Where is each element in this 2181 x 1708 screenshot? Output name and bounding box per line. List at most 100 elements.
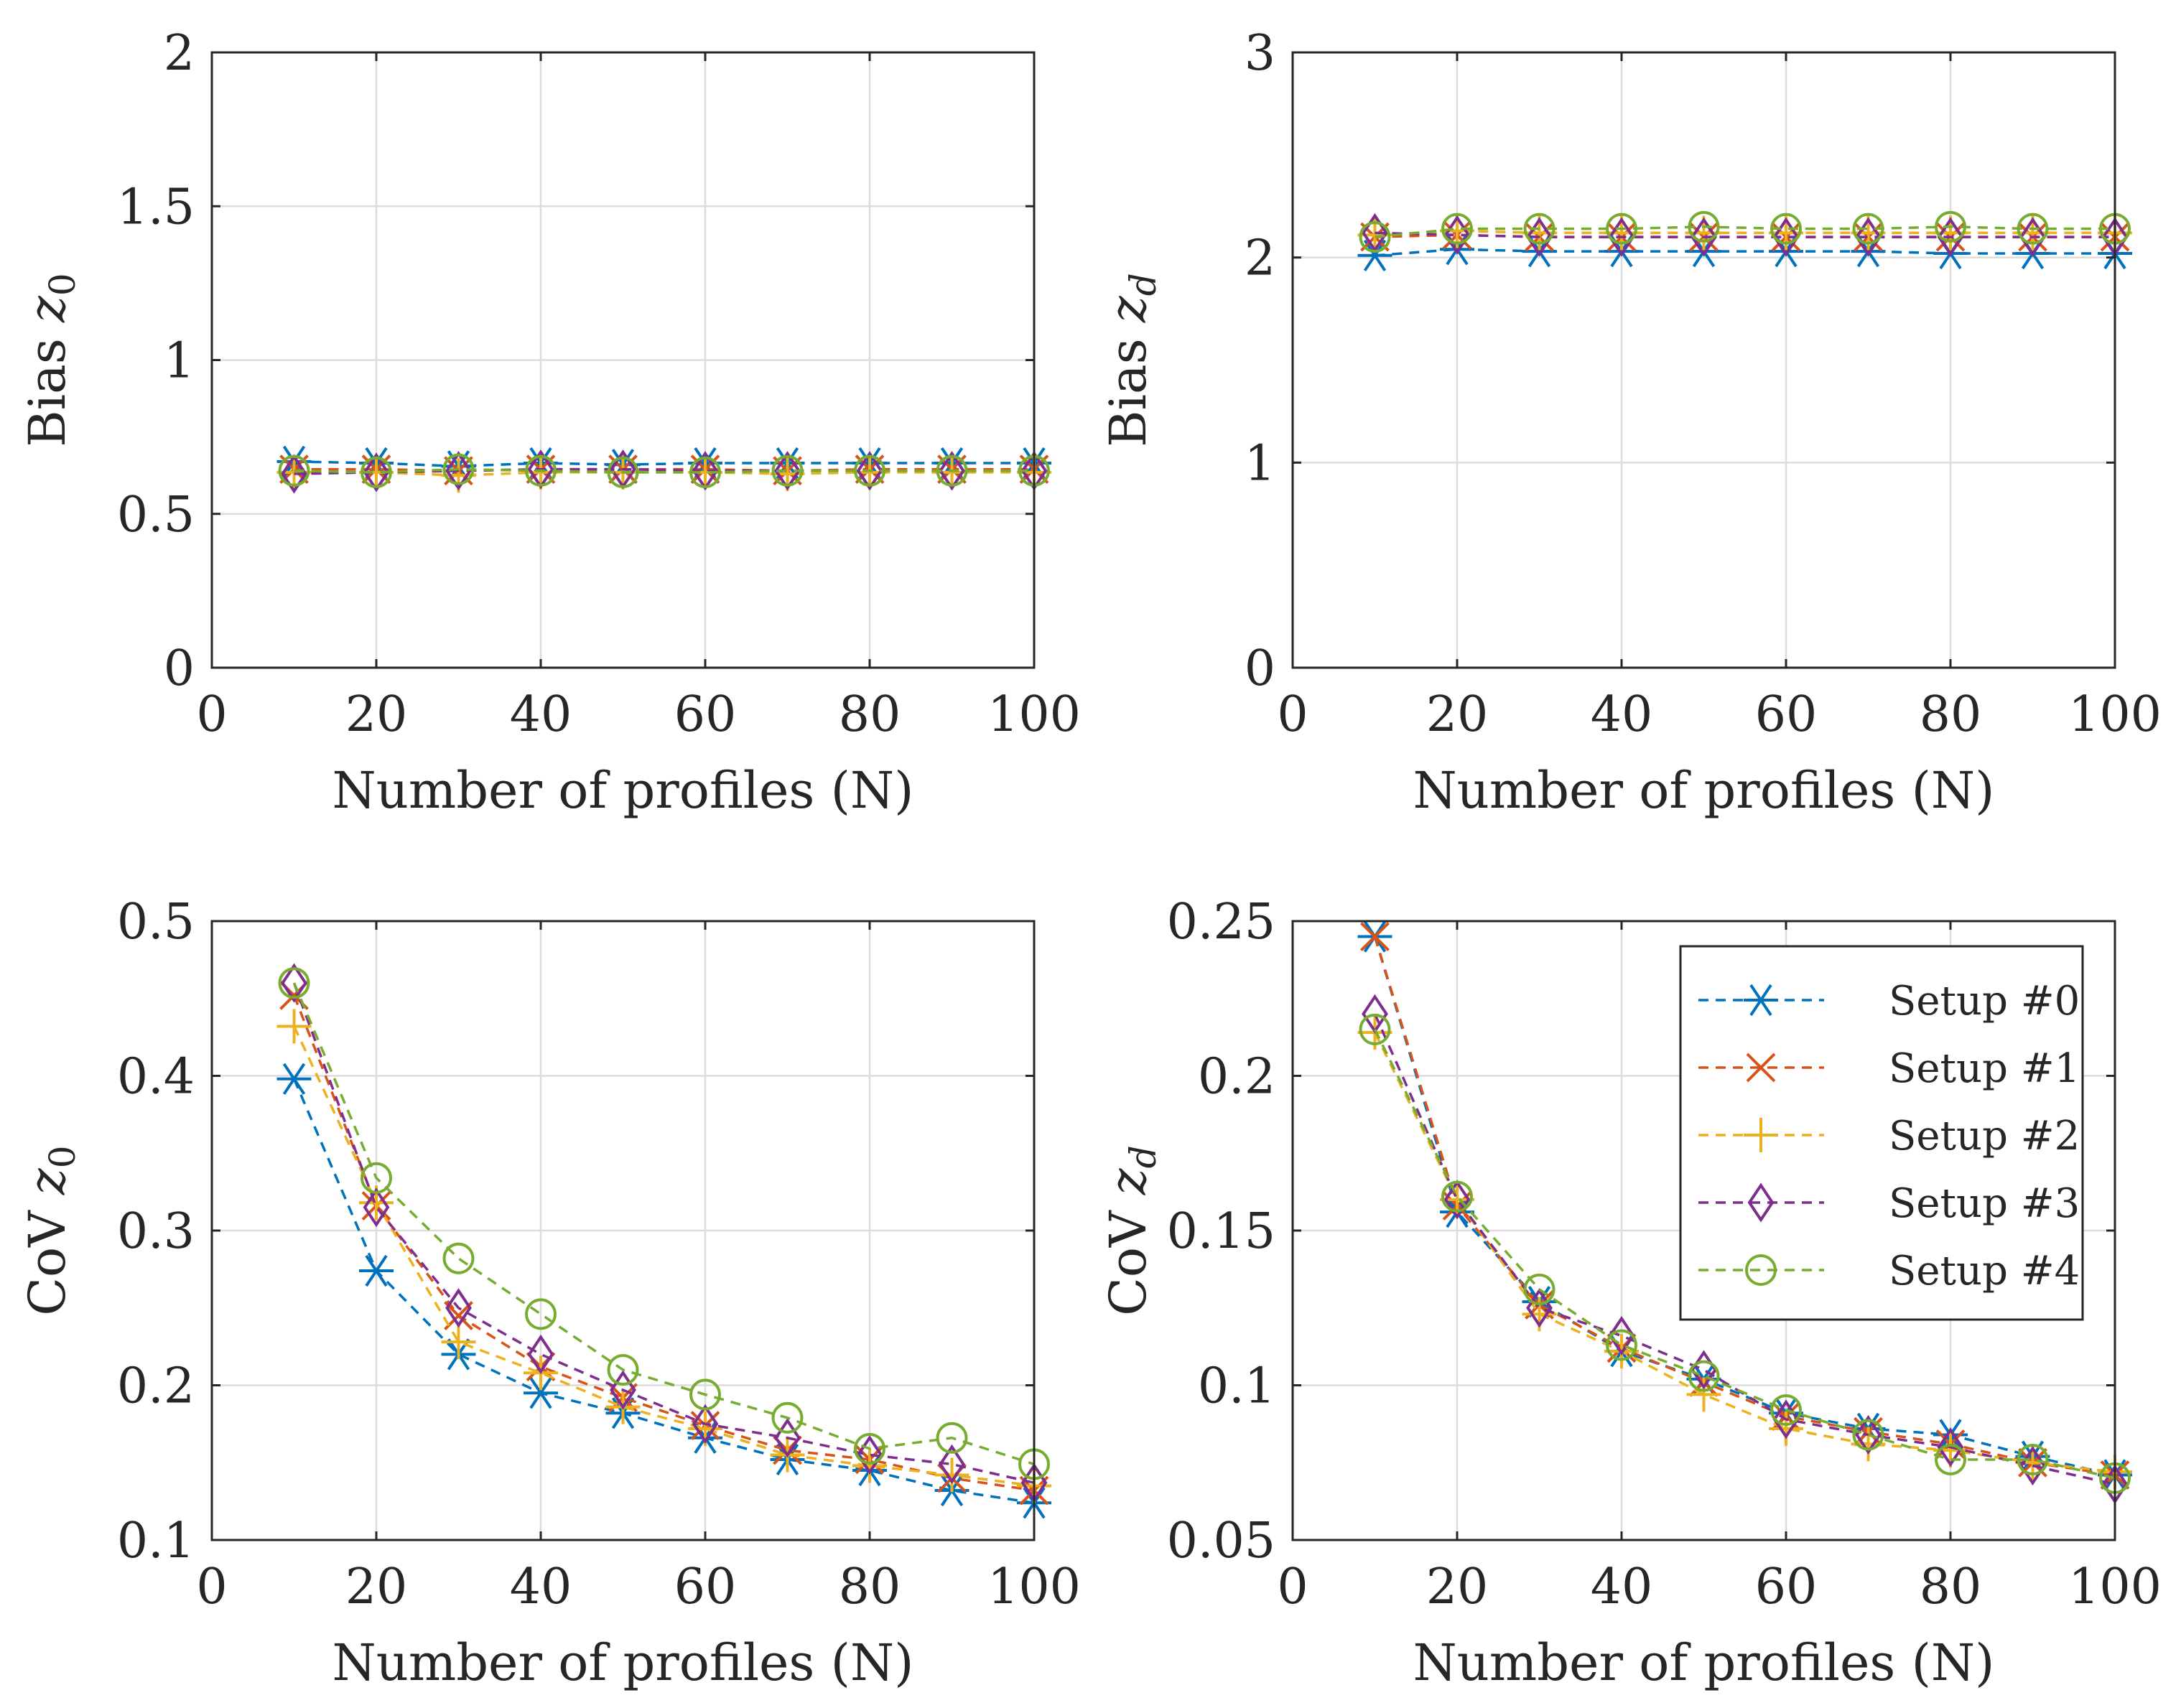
- marker-setup-3-point: [281, 454, 307, 494]
- y-tick-label: 0: [1245, 640, 1275, 697]
- chart-bias-z0: 0 20 40 60 80 100 0 0.5 1 1.5 2 Number of profiles …: [18, 25, 1081, 820]
- marker-setup-0-point: [524, 1377, 558, 1409]
- marker-setup-2-point: [1769, 1411, 1803, 1446]
- y-tick-label: 0.3: [117, 1203, 195, 1260]
- marker-setup-4-point: [442, 1242, 475, 1274]
- series-line-setup-0: [1375, 248, 2115, 257]
- x-tick-label: 60: [1755, 1559, 1818, 1615]
- series-line-setup-3: [1373, 1013, 2116, 1486]
- marker-setup-4-point: [361, 456, 392, 488]
- marker-setup-4-point: [854, 1432, 885, 1465]
- x-tick-label: 100: [2068, 1559, 2162, 1615]
- y-axis-label-var: z: [18, 1167, 77, 1195]
- legend-box: [1679, 945, 2084, 1321]
- marker-setup-4-point: [1935, 1443, 1966, 1475]
- x-tick-label: 0: [196, 686, 227, 743]
- series-line-setup-4: [1375, 225, 2115, 238]
- marker-setup-3-point: [363, 452, 390, 493]
- x-tick-label: 0: [1277, 686, 1308, 743]
- marker-setup-3-point: [281, 963, 307, 1003]
- marker-setup-4-point: [2017, 213, 2049, 245]
- marker-setup-2-point: [852, 1448, 887, 1483]
- y-tick-label: 1: [164, 333, 195, 390]
- chart-bias-zd: 0 20 40 60 80 100 0 1 2 3 Number of profiles (N) Bi…: [1099, 25, 2162, 820]
- y-tick-label: 0.2: [1198, 1049, 1275, 1106]
- marker-setup-4-point: [1441, 213, 1473, 245]
- marker-setup-4-point: [1359, 1013, 1391, 1045]
- x-tick-label: 20: [345, 1559, 408, 1615]
- marker-setup-4-point: [1359, 221, 1391, 253]
- marker-setup-0-point: [1440, 233, 1474, 266]
- y-tick-label: 2: [164, 25, 195, 82]
- series-markers-setup-4: [278, 453, 1050, 488]
- x-tick-label: 100: [987, 686, 1081, 743]
- legend-marker: [1745, 1254, 1777, 1286]
- y-axis-label-text: CoV: [1099, 1195, 1158, 1316]
- x-tick-label: 80: [1920, 686, 1982, 743]
- y-axis-label-var: z: [18, 295, 77, 323]
- marker-setup-4-point: [1688, 1360, 1720, 1392]
- legend: Setup #0 Setup #1 Setup #2 Setup #3 Setup #4: [1679, 945, 2084, 1321]
- marker-setup-3-point: [939, 1444, 965, 1485]
- legend-marker: [1744, 1118, 1778, 1152]
- legend-entry-setup-2: Setup #2: [1698, 1113, 2080, 1159]
- series-line-setup-0: [292, 1078, 1035, 1505]
- y-tick-label: 1.5: [117, 179, 195, 235]
- legend-label: Setup #4: [1889, 1248, 2080, 1294]
- marker-setup-4-point: [689, 456, 721, 488]
- y-tick-label: 0: [164, 640, 195, 697]
- y-axis-label: CoV zd: [1099, 1145, 1164, 1315]
- y-tick-label: 0.5: [117, 487, 195, 543]
- marker-setup-3-point: [1937, 1427, 1964, 1467]
- chart-cov-z0: 0 20 40 60 80 100 0.1 0.2 0.3 0.4 0.5 Number of pro…: [18, 894, 1081, 1692]
- marker-setup-4-point: [771, 1401, 804, 1434]
- marker-setup-3-point: [1855, 217, 1882, 257]
- x-tick-label: 40: [510, 686, 572, 743]
- marker-setup-4-point: [1523, 213, 1555, 245]
- x-tick-label: 20: [1426, 1559, 1489, 1615]
- y-axis-label-sub: d: [1122, 273, 1164, 296]
- marker-setup-4-point: [525, 454, 557, 487]
- series-line-setup-1: [1373, 936, 2116, 1477]
- x-axis-label: Number of profiles (N): [1413, 1633, 1995, 1692]
- y-axis-label-var: z: [1099, 1167, 1158, 1195]
- y-tick-label: 0.1: [1198, 1358, 1275, 1415]
- series-line-setup-2: [292, 1025, 1035, 1488]
- marker-setup-4-point: [1441, 1180, 1473, 1213]
- legend-label: Setup #2: [1889, 1113, 2080, 1159]
- y-tick-label: 2: [1245, 230, 1275, 287]
- marker-setup-3-point: [774, 451, 801, 491]
- y-tick-label: 0.1: [117, 1513, 195, 1569]
- marker-setup-4-point: [525, 1298, 557, 1330]
- y-tick-label: 0.15: [1167, 1203, 1275, 1260]
- marker-setup-4-point: [1852, 213, 1884, 245]
- marker-setup-3-point: [527, 1334, 554, 1375]
- x-axis-label: Number of profiles (N): [1413, 761, 1995, 820]
- series-markers-setup-4: [278, 967, 1050, 1480]
- marker-setup-3-point: [856, 451, 883, 491]
- y-axis-label: CoV z0: [18, 1145, 83, 1315]
- y-tick-label: 1: [1245, 435, 1275, 492]
- series-line-setup-4: [1373, 1029, 2116, 1480]
- legend-marker: [1747, 1182, 1775, 1223]
- marker-setup-3-point: [2019, 217, 2046, 257]
- marker-setup-4-point: [1688, 210, 1720, 243]
- legend-entry-setup-0: Setup #0: [1698, 978, 2080, 1025]
- marker-setup-3-point: [1772, 217, 1800, 257]
- marker-setup-4-point: [771, 454, 804, 487]
- marker-setup-4-point: [936, 1422, 968, 1454]
- y-axis-label-sub: d: [1122, 1145, 1164, 1168]
- marker-setup-4-point: [1770, 1394, 1802, 1426]
- marker-setup-3-point: [1691, 217, 1717, 257]
- marker-setup-4-point: [278, 454, 310, 487]
- marker-setup-4-point: [936, 454, 968, 487]
- marker-setup-4-point: [607, 1353, 639, 1386]
- series-line-setup-2: [1373, 1032, 2116, 1473]
- x-axis-label: Number of profiles (N): [333, 761, 914, 820]
- legend-entry-setup-3: Setup #3: [1698, 1180, 2080, 1227]
- marker-setup-2-point: [1686, 1377, 1721, 1412]
- marker-setup-4-point: [361, 1162, 392, 1194]
- marker-setup-3-point: [1937, 217, 1964, 257]
- x-tick-label: 60: [674, 686, 737, 743]
